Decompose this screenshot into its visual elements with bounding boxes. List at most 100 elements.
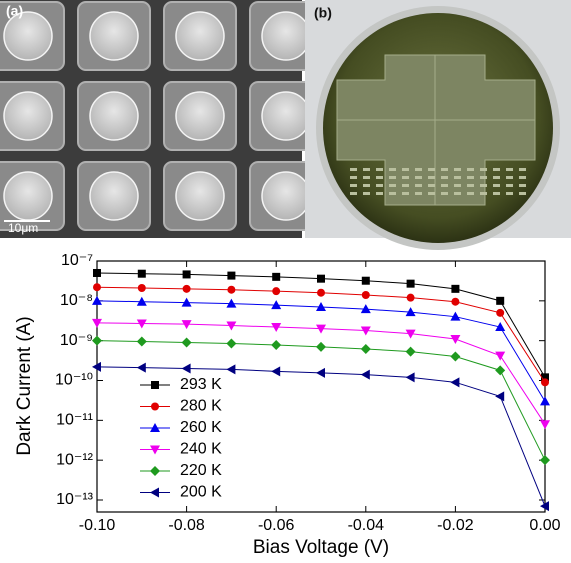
test-structure [480, 168, 487, 171]
test-structure [454, 176, 461, 179]
marker [360, 343, 371, 354]
x-tick-label: -0.08 [168, 517, 205, 534]
marker [136, 362, 146, 373]
legend-label: 260 K [180, 419, 222, 436]
marker [540, 396, 550, 406]
legend-marker [151, 381, 159, 389]
test-structure [402, 184, 409, 187]
marker [137, 269, 146, 278]
legend-label: 220 K [180, 462, 222, 479]
marker [496, 296, 505, 305]
test-structure [415, 168, 422, 171]
test-structure [350, 176, 357, 179]
scale-bar-label: 10μm [8, 221, 38, 235]
marker [540, 420, 550, 430]
test-structure [480, 176, 487, 179]
test-structure [467, 176, 474, 179]
test-structure [506, 168, 513, 171]
y-tick-label: 10⁻⁷ [61, 252, 93, 269]
test-structure [480, 192, 487, 195]
marker [93, 268, 101, 277]
test-structure [389, 184, 396, 187]
marker [406, 279, 415, 288]
test-structure [506, 184, 513, 187]
marker [495, 322, 506, 332]
y-tick-label: 10⁻¹⁰ [55, 372, 93, 389]
x-tick-label: 0.00 [529, 517, 560, 534]
test-structure [402, 168, 409, 171]
pixel-window [175, 91, 225, 141]
y-axis-title: Dark Current (A) [14, 316, 35, 455]
series-line [96, 340, 546, 461]
legend-label: 200 K [180, 484, 222, 501]
legend-label: 293 K [180, 376, 222, 393]
marker [316, 341, 326, 352]
marker [495, 365, 506, 376]
marker [181, 320, 192, 330]
marker [405, 329, 416, 339]
marker [405, 372, 415, 383]
x-tick-label: -0.04 [348, 517, 385, 534]
test-structure [506, 192, 513, 195]
test-structure [441, 168, 448, 171]
legend-marker [150, 423, 160, 432]
test-structure [467, 184, 474, 187]
test-structure [493, 184, 500, 187]
marker [360, 369, 370, 380]
test-structure [467, 192, 474, 195]
panel-label: (b) [314, 5, 332, 21]
test-structure [519, 192, 526, 195]
test-structure [350, 184, 357, 187]
test-structure [363, 192, 370, 195]
pixel-window [175, 11, 225, 61]
marker [227, 271, 236, 280]
marker [317, 274, 325, 283]
y-tick-label: 10⁻⁸ [60, 292, 93, 309]
series-line [96, 366, 546, 507]
marker [182, 270, 191, 279]
marker [541, 373, 549, 382]
x-tick-label: -0.02 [437, 517, 474, 534]
marker [136, 296, 147, 306]
plot-frame [96, 260, 546, 513]
marker [181, 297, 192, 307]
test-structure [519, 176, 526, 179]
test-structure [402, 176, 409, 179]
x-tick-label: -0.10 [79, 517, 116, 534]
y-tick-label: 10⁻¹² [56, 451, 94, 468]
test-structure [428, 192, 435, 195]
test-structure [415, 184, 422, 187]
test-structure [454, 192, 461, 195]
legend-marker [150, 445, 160, 455]
marker [450, 311, 461, 321]
marker [450, 377, 460, 388]
test-structure [428, 184, 435, 187]
marker [226, 298, 237, 308]
marker [361, 291, 370, 300]
marker [495, 391, 505, 402]
marker [227, 285, 236, 294]
test-structure [493, 168, 500, 171]
marker [136, 319, 147, 329]
marker [272, 287, 281, 296]
legend-label: 240 K [180, 441, 222, 458]
marker [272, 272, 281, 281]
marker [271, 366, 281, 377]
die-array [336, 54, 536, 206]
test-structure [441, 192, 448, 195]
test-structure [454, 184, 461, 187]
marker [136, 336, 147, 347]
marker [496, 308, 505, 317]
test-structure [350, 168, 357, 171]
marker [317, 288, 325, 297]
marker [406, 293, 415, 302]
test-structure [376, 192, 383, 195]
marker [93, 283, 101, 292]
marker [316, 367, 325, 378]
legend-marker [150, 487, 159, 498]
pixel-window [89, 171, 139, 221]
marker [360, 304, 371, 314]
test-structure [389, 192, 396, 195]
pixel-window [261, 171, 311, 221]
x-axis-title: Bias Voltage (V) [253, 537, 389, 558]
